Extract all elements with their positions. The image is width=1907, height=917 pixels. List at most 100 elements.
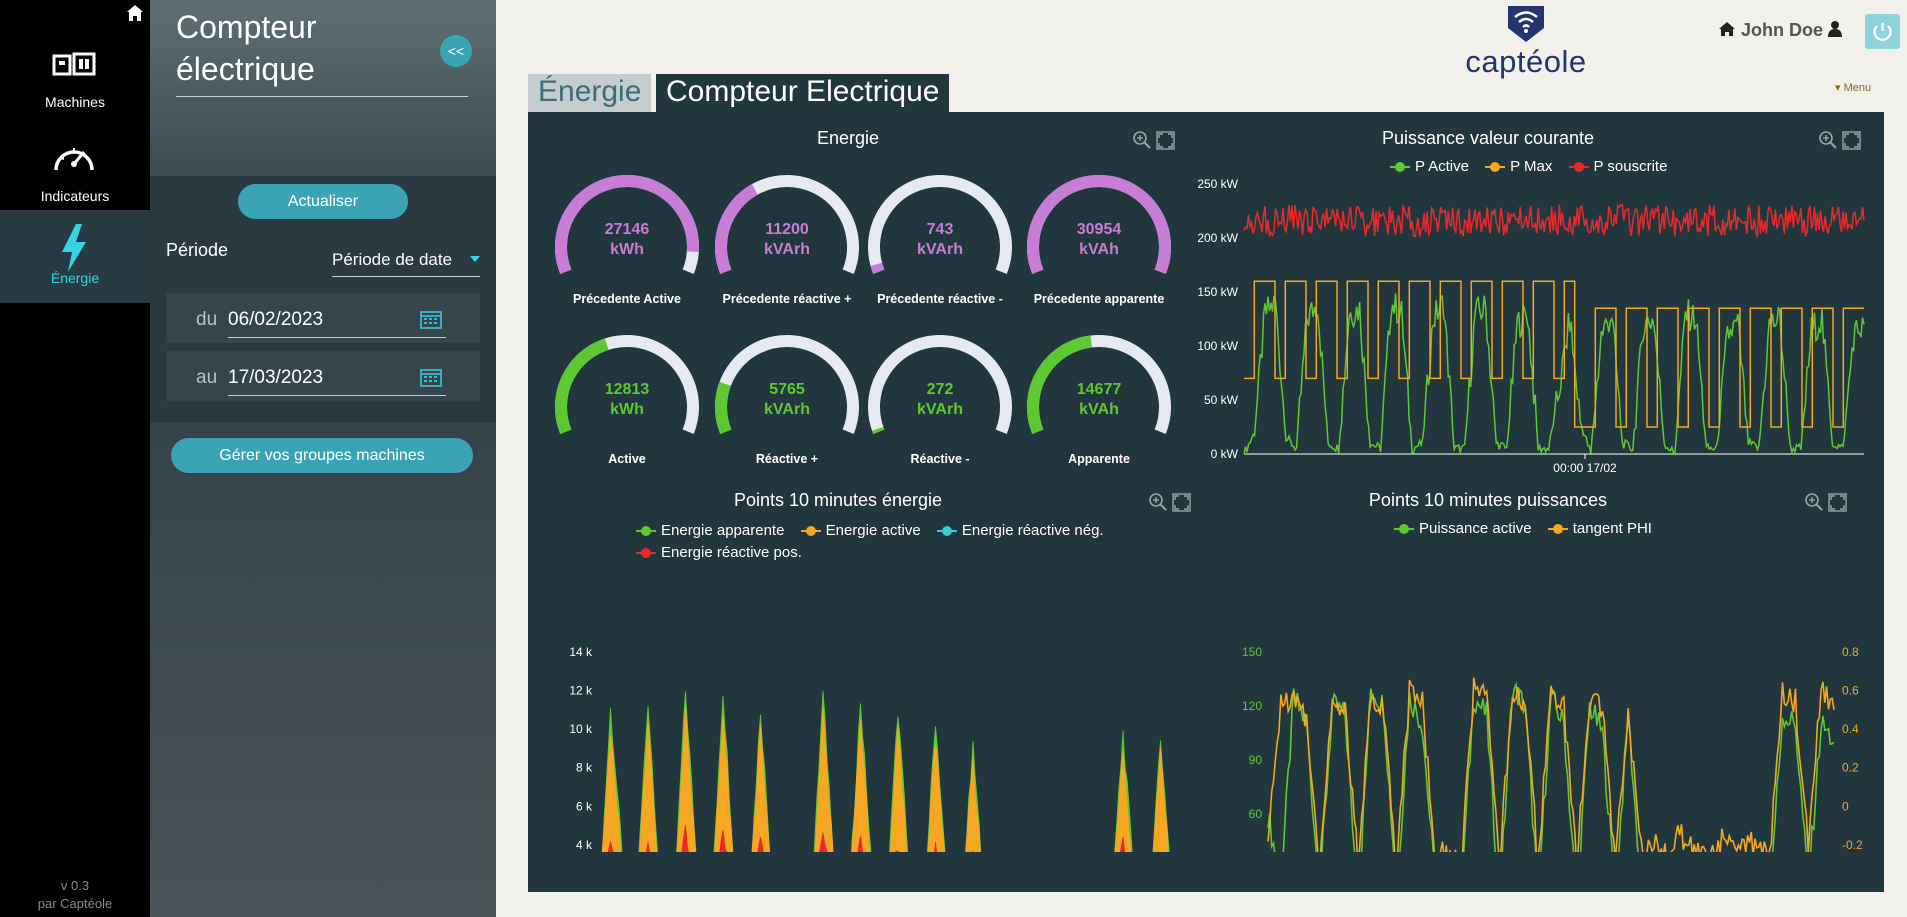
gauge-number: 5765 <box>769 381 805 398</box>
nav-item-indicateurs[interactable]: Indicateurs <box>0 122 150 216</box>
legend-label: Energie réactive pos. <box>661 544 802 561</box>
panel-title-energie: Energie <box>816 128 880 148</box>
gauge-unit: kVArh <box>764 241 810 258</box>
logout-button[interactable] <box>1865 14 1900 49</box>
gauge-number: 12813 <box>604 381 650 398</box>
gauge-label: Précedente réactive - <box>877 292 1003 306</box>
periode-select-value: Période de date <box>332 250 453 269</box>
gauge-fill <box>872 426 885 434</box>
tab-compteur-electrique[interactable]: Compteur Electrique <box>656 74 950 112</box>
gauge-arc <box>715 335 859 434</box>
menu-link[interactable]: ▾ Menu <box>1835 81 1871 94</box>
gauge-fill <box>715 184 758 274</box>
gauge-pr-cedente-r-active-: 743 kVArh Précedente réactive - <box>865 172 1015 312</box>
chart-puissance-valeur-courante: 250 kW 200 kW 150 kW 100 kW 50 kW 0 kW 00:00 1… <box>1197 177 1865 475</box>
fullscreen-icon[interactable] <box>1172 493 1191 512</box>
menu-link-label: Menu <box>1843 82 1872 94</box>
legend-label: P souscrite <box>1593 158 1668 175</box>
legend-label: Energie apparente <box>661 522 785 539</box>
legend-marker <box>636 526 656 537</box>
home-icon[interactable] <box>126 4 144 22</box>
gauge-number: 743 <box>926 221 954 238</box>
gauge-fill <box>555 338 609 434</box>
date-from-input[interactable]: 06/02/2023 <box>228 307 446 338</box>
calendar-icon[interactable] <box>420 367 442 387</box>
zoom-icon[interactable] <box>1819 131 1837 149</box>
fullscreen-icon[interactable] <box>1156 131 1175 150</box>
gauge-arc <box>868 335 1012 434</box>
periode-select[interactable]: Période de date <box>332 250 480 277</box>
home-icon[interactable] <box>1718 21 1736 37</box>
zoom-icon[interactable] <box>1133 131 1151 149</box>
gauge-label: Réactive - <box>910 452 970 466</box>
legend-item[interactable]: Energie active <box>800 520 921 542</box>
gauge-r-active-: 5765 kVArh Réactive + <box>712 332 862 472</box>
gauge-label: Précedente réactive + <box>722 292 852 306</box>
y-tick-label: 8 k <box>576 761 593 775</box>
y-tick-label: 14 k <box>569 645 593 659</box>
y-tick-label: 250 kW <box>1197 177 1238 191</box>
zoom-icon[interactable] <box>1149 493 1167 511</box>
version-info: v 0.3 par Captéole <box>0 877 150 913</box>
user-icon <box>1828 21 1843 37</box>
gauge-track <box>868 175 1012 274</box>
legend-marker <box>1568 162 1589 173</box>
panel-tools-energie <box>1133 131 1175 150</box>
version-text: v 0.3 <box>60 878 90 893</box>
calendar-icon[interactable] <box>420 309 442 329</box>
gauge-unit: kWh <box>610 401 644 418</box>
panel-tools-points-puissances <box>1805 493 1847 512</box>
legend-item[interactable]: tangent PHI <box>1547 520 1652 537</box>
chevron-down-icon <box>470 256 480 262</box>
chart-points-10-min-energie: 14 k12 k10 k8 k6 k4 k2 k0 k00:00 17/02 <box>569 645 1170 852</box>
legend-marker <box>636 548 656 559</box>
gauge-arc <box>1027 175 1171 274</box>
user-menu[interactable]: John Doe <box>1718 20 1843 41</box>
y2-tick-label: 0.4 <box>1842 722 1859 736</box>
legend-item[interactable]: P Active <box>1390 158 1469 175</box>
date-from-prefix: du <box>196 309 218 330</box>
y2-tick-label: -0.2 <box>1842 838 1863 852</box>
legend-item[interactable]: P Max <box>1485 158 1552 175</box>
zoom-icon[interactable] <box>1805 493 1823 511</box>
gauge-label: Précedente Active <box>573 292 681 306</box>
legend-item[interactable]: P souscrite <box>1568 158 1668 175</box>
filter-panel: Compteur électrique << Actualiser Périod… <box>150 0 496 917</box>
collapse-panel-button[interactable]: << <box>440 35 472 67</box>
legend-label: tangent PHI <box>1572 520 1652 537</box>
gauge-active: 12813 kWh Active <box>552 332 702 472</box>
series-line-puissance-active <box>1267 681 1835 852</box>
fullscreen-icon[interactable] <box>1842 131 1861 150</box>
nav-label-machines: Machines <box>45 94 105 110</box>
date-from-row: du 06/02/2023 <box>166 293 480 343</box>
lightning-icon <box>62 224 86 272</box>
gauge-apparente: 14677 kVAh Apparente <box>1024 332 1174 472</box>
capteole-logo: captéole <box>1464 4 1588 79</box>
refresh-button[interactable]: Actualiser <box>238 184 408 219</box>
legend-item[interactable]: Energie réactive pos. <box>636 542 802 564</box>
date-to-input[interactable]: 17/03/2023 <box>228 365 446 396</box>
tab-energie[interactable]: Énergie <box>528 74 652 112</box>
gauge-pr-cedente-active: 27146 kWh Précedente Active <box>552 172 702 312</box>
y-tick-label: 90 <box>1249 753 1263 767</box>
fullscreen-icon[interactable] <box>1828 493 1847 512</box>
manage-groups-button[interactable]: Gérer vos groupes machines <box>171 438 473 473</box>
nav-item-energie[interactable]: Énergie <box>0 210 150 303</box>
periode-label: Période <box>166 240 229 260</box>
legend-item[interactable]: Energie apparente <box>636 520 784 542</box>
nav-item-machines[interactable]: Machines <box>0 28 150 122</box>
y-tick-label: 100 kW <box>1197 339 1238 353</box>
gauge-label: Réactive + <box>755 452 819 466</box>
legend-points-puissances: Puissance active tangent PHI <box>1394 520 1664 537</box>
gauge-value: 5765 kVArh <box>712 380 862 420</box>
gauge-value: 743 kVArh <box>865 220 1015 260</box>
y-tick-label: 4 k <box>576 838 593 852</box>
panel-tools-points-energie <box>1149 493 1191 512</box>
y2-tick-label: 0 <box>1842 799 1849 813</box>
y-tick-label: 12 k <box>569 684 593 698</box>
series-line-p-max <box>1244 280 1864 428</box>
legend-item[interactable]: Puissance active <box>1394 520 1532 537</box>
gauge-label: Précedente apparente <box>1033 292 1165 306</box>
gauge-value: 11200 kVArh <box>712 220 862 260</box>
legend-item[interactable]: Energie réactive nég. <box>936 520 1104 542</box>
